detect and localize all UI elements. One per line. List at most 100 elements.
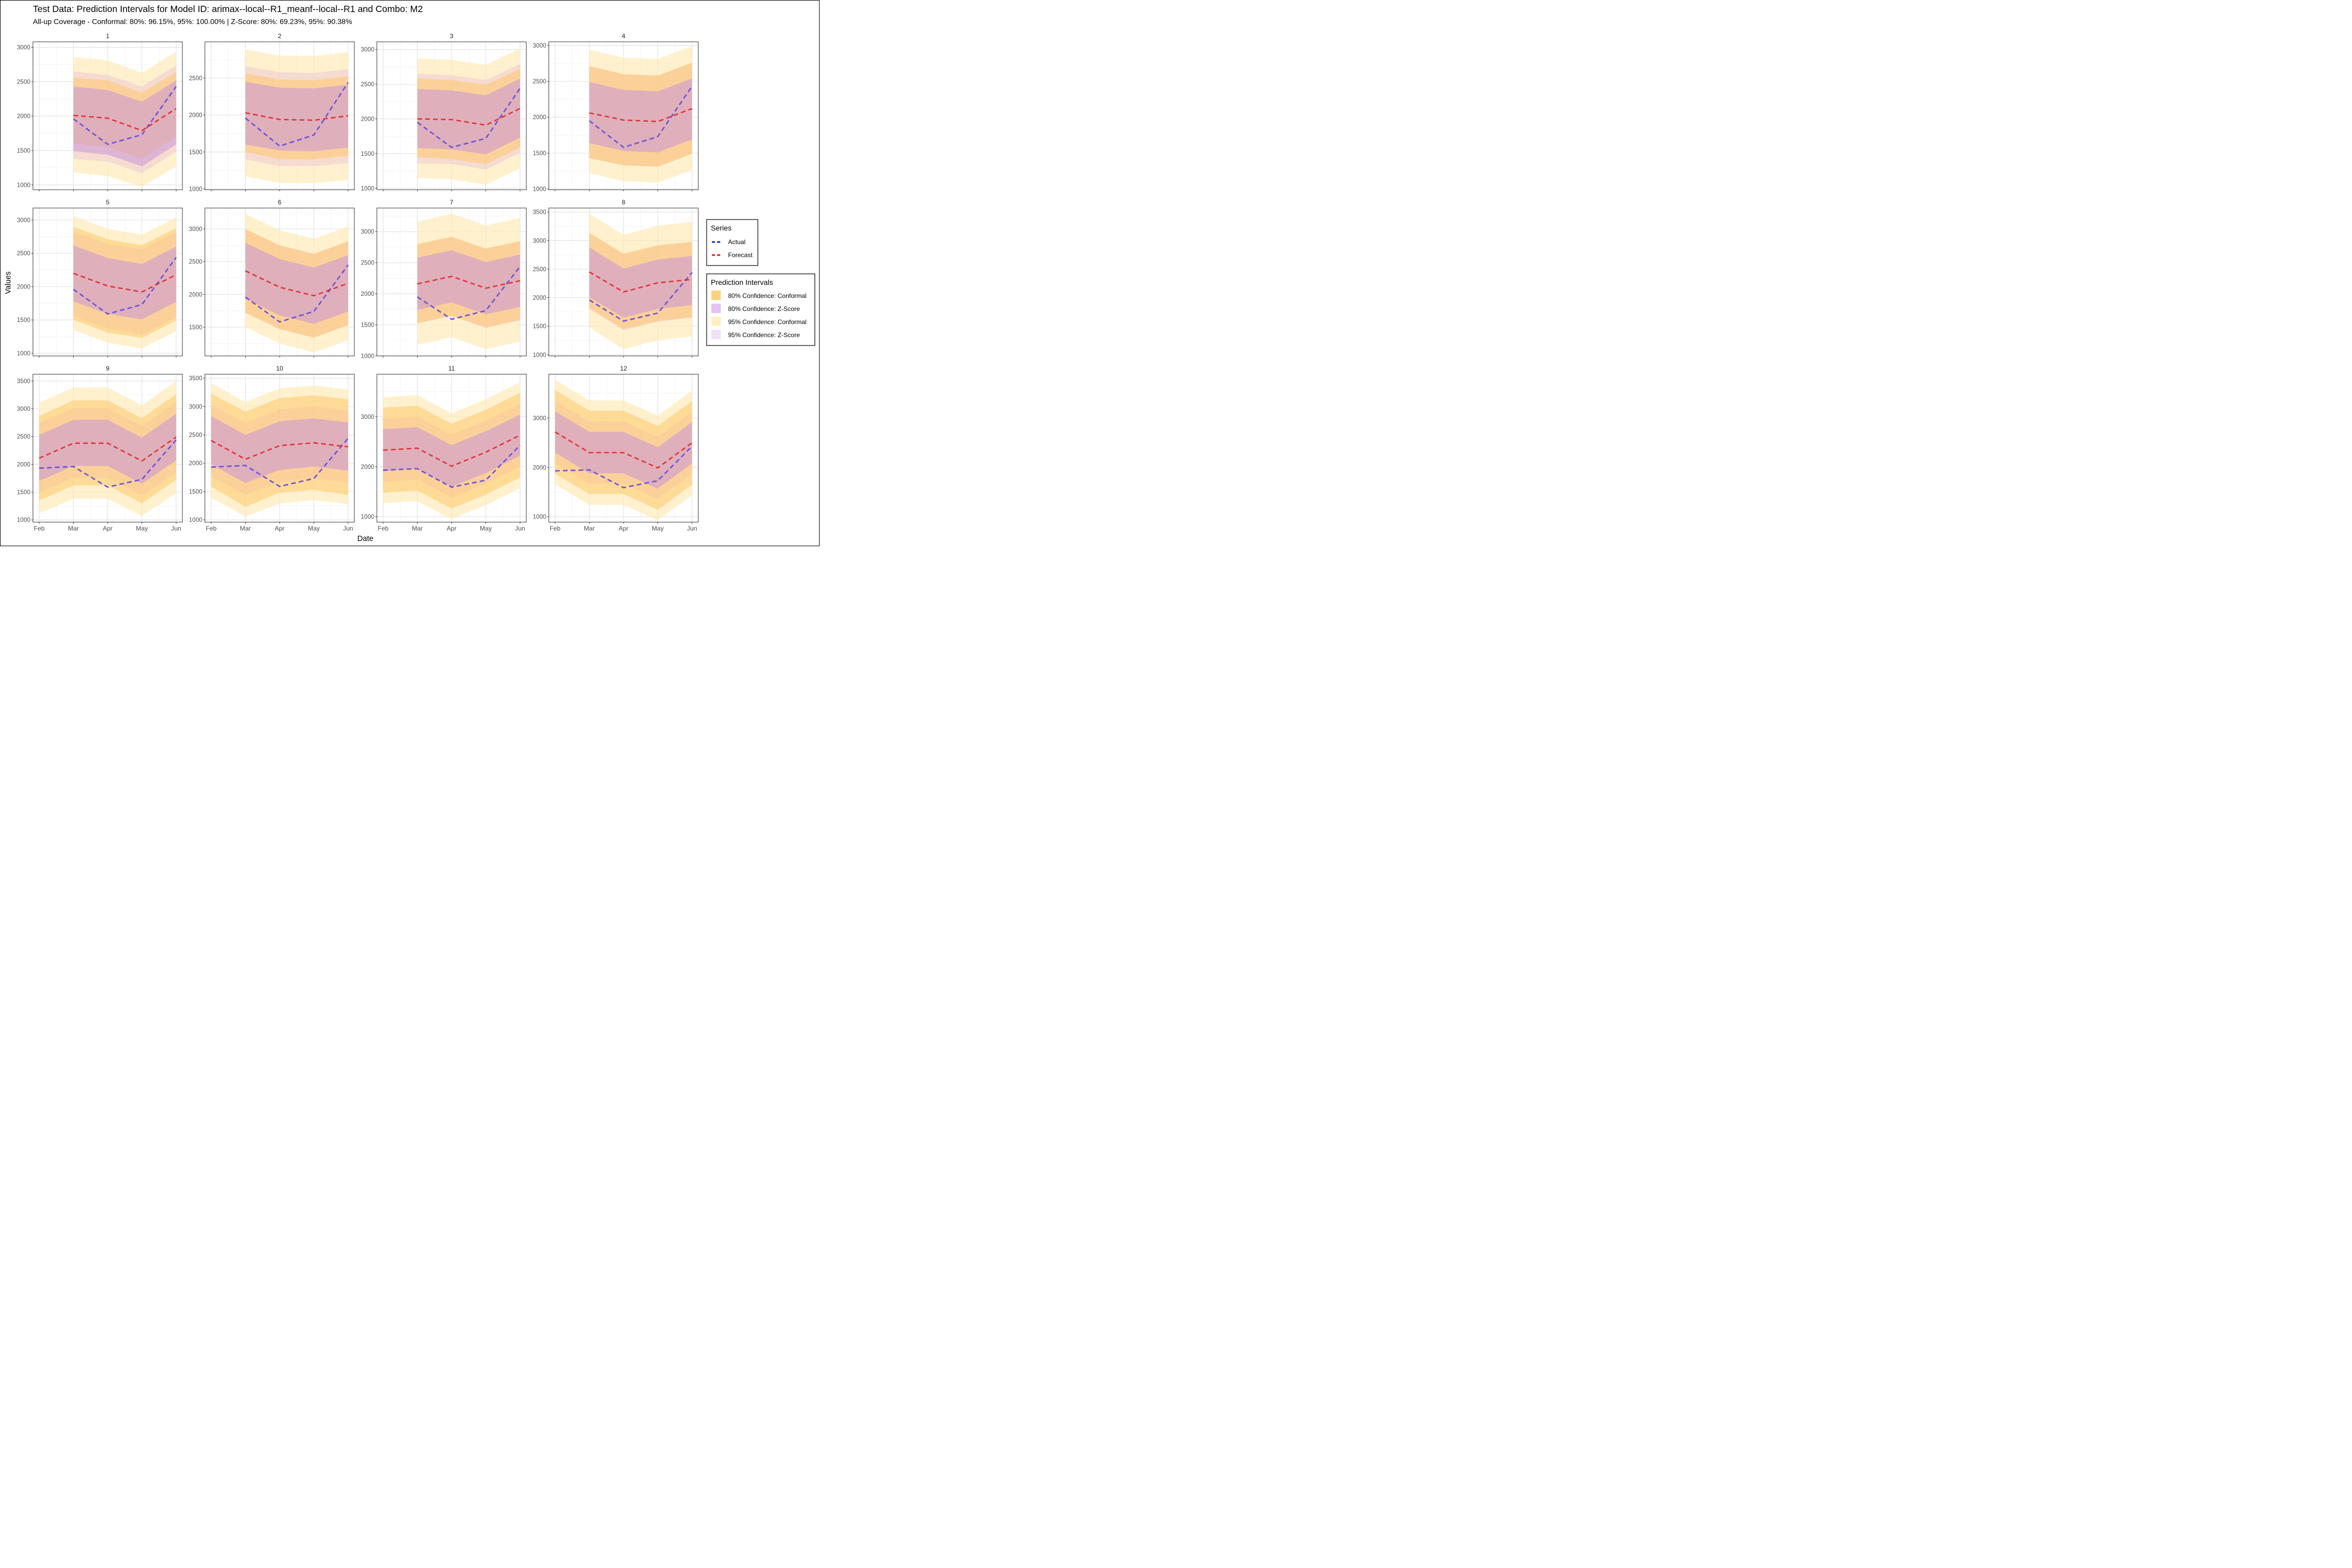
y-tick-label: 2000 xyxy=(533,465,546,471)
forecast-line xyxy=(383,434,521,467)
y-tick-label: 2500 xyxy=(533,267,546,273)
actual-line-overlay xyxy=(417,266,521,320)
legend: Series Actual Forecast Prediction Intervals… xyxy=(706,219,815,346)
y-tick-label: 2500 xyxy=(361,260,374,267)
panel-strip-label: 2 xyxy=(278,32,282,40)
y-tick-label: 1000 xyxy=(189,187,202,193)
y-tick-label: 1000 xyxy=(361,514,374,520)
y-tick-label: 3500 xyxy=(533,210,546,216)
x-tick-label: May xyxy=(652,525,664,532)
panel-9: 9 1000 1500 2000 2500 3000 3500 Feb Mar Apr May Jun xyxy=(17,365,183,532)
y-tick-label: 2000 xyxy=(533,295,546,302)
y-tick-label: 2000 xyxy=(17,462,30,468)
actual-line-overlay xyxy=(245,82,349,147)
x-tick-label: Mar xyxy=(412,525,423,532)
legend-interval-label: 95% Confidence: Conformal xyxy=(728,318,806,326)
forecast-line xyxy=(417,275,521,289)
y-tick-label: 1500 xyxy=(189,325,202,331)
y-tick-label: 1500 xyxy=(17,317,30,324)
panel-strip-label: 5 xyxy=(106,199,110,206)
chart-subtitle: All-up Coverage - Conformal: 80%: 96.15%… xyxy=(33,17,352,26)
y-tick-label: 1000 xyxy=(189,517,202,524)
y-tick-label: 1500 xyxy=(533,324,546,330)
actual-line-overlay xyxy=(39,439,177,488)
band-z80 xyxy=(73,245,176,319)
forecast-line xyxy=(39,436,177,462)
x-tick-label: May xyxy=(136,525,148,532)
y-tick-label: 1500 xyxy=(361,151,374,157)
legend-intervals-box xyxy=(706,273,815,346)
y-tick-label: 3000 xyxy=(189,404,202,410)
y-tick-label: 1500 xyxy=(361,322,374,329)
band-z80 xyxy=(245,243,348,324)
y-tick-label: 1000 xyxy=(17,517,30,524)
chart-svg: Test Data: Prediction Intervals for Mode… xyxy=(4,4,815,543)
actual-line-overlay xyxy=(211,437,349,488)
y-tick-label: 3000 xyxy=(361,47,374,53)
panel-strip-label: 10 xyxy=(276,365,283,372)
band-z80 xyxy=(589,247,692,318)
y-tick-label: 3000 xyxy=(361,414,374,420)
x-tick-label: Apr xyxy=(447,525,457,532)
actual-line-overlay xyxy=(589,272,693,322)
x-tick-label: Feb xyxy=(378,525,389,532)
y-tick-label: 2500 xyxy=(17,251,30,257)
chart-title: Test Data: Prediction Intervals for Mode… xyxy=(33,4,423,15)
legend-series: Series Actual Forecast xyxy=(706,219,758,266)
x-tick-label: Mar xyxy=(584,525,595,532)
legend-intervals: Prediction Intervals 80% Confidence: Conf… xyxy=(706,273,815,346)
panel-strip-label: 8 xyxy=(622,199,626,206)
y-tick-label: 2000 xyxy=(361,291,374,297)
panel-12: 12 1000 2000 3000 Feb Mar Apr May Jun xyxy=(533,365,699,532)
y-tick-label: 1000 xyxy=(361,353,374,360)
x-tick-label: Apr xyxy=(275,525,285,532)
chart-frame: Test Data: Prediction Intervals for Mode… xyxy=(0,0,820,546)
y-tick-label: 2500 xyxy=(189,75,202,82)
y-tick-label: 1500 xyxy=(189,489,202,495)
legend-interval-swatch xyxy=(711,304,721,313)
panel-1: 1 1000 1500 2000 2500 3000 xyxy=(17,32,183,191)
legend-interval-label: 95% Confidence: Z-Score xyxy=(728,331,800,339)
panel-strip-label: 9 xyxy=(106,365,110,372)
y-tick-label: 1000 xyxy=(361,186,374,192)
y-tick-label: 2500 xyxy=(189,432,202,439)
y-tick-label: 2500 xyxy=(17,434,30,440)
y-tick-label: 2000 xyxy=(17,113,30,120)
y-tick-label: 2500 xyxy=(533,79,546,85)
panel-strip-label: 7 xyxy=(450,199,454,206)
band-z80 xyxy=(211,416,348,483)
forecast-line xyxy=(211,440,349,460)
band-z80 xyxy=(39,413,176,484)
legend-interval-swatch xyxy=(711,291,721,300)
x-tick-label: Feb xyxy=(206,525,217,532)
y-tick-label: 2500 xyxy=(189,259,202,266)
y-axis-label: Values xyxy=(4,271,13,294)
y-tick-label: 1000 xyxy=(17,182,30,189)
y-tick-label: 2500 xyxy=(361,82,374,88)
legend-interval-label: 80% Confidence: Conformal xyxy=(728,292,806,299)
band-z80 xyxy=(417,78,520,155)
y-tick-label: 3500 xyxy=(17,378,30,385)
forecast-line xyxy=(589,271,693,293)
legend-series-box xyxy=(706,219,758,266)
panel-strip-label: 4 xyxy=(622,32,626,40)
y-tick-label: 1000 xyxy=(533,187,546,193)
forecast-line xyxy=(555,431,693,469)
band-z80 xyxy=(245,82,348,152)
panel-8: 8 1000 1500 2000 2500 3000 3500 xyxy=(533,199,699,359)
panel-5: 5 1000 1500 2000 2500 3000 xyxy=(17,199,183,358)
y-tick-label: 1000 xyxy=(17,351,30,357)
panel-strip-label: 1 xyxy=(106,32,110,40)
forecast-line xyxy=(73,108,177,132)
panel-strip-label: 12 xyxy=(620,365,627,372)
y-tick-label: 1500 xyxy=(533,151,546,157)
y-tick-label: 2000 xyxy=(189,112,202,119)
y-tick-label: 2000 xyxy=(533,114,546,121)
x-axis-label: Date xyxy=(358,535,374,543)
y-tick-label: 3000 xyxy=(189,226,202,233)
x-tick-label: Feb xyxy=(34,525,45,532)
y-tick-label: 2000 xyxy=(17,284,30,290)
forecast-line xyxy=(245,112,349,121)
facet-panels: 1 1000 1500 2000 2500 3000 2 1000 1500 2000 2500 3 1… xyxy=(17,32,699,532)
panel-10: 10 1000 1500 2000 2500 3000 3500 Feb Mar Apr May Ju… xyxy=(189,365,355,532)
